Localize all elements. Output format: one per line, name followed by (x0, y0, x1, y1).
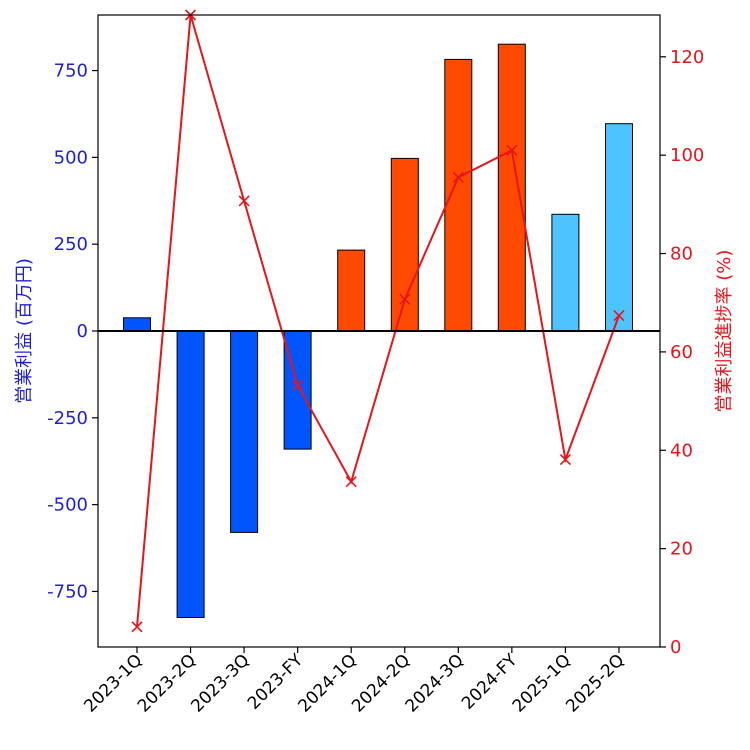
progress-line-layer (131, 9, 625, 633)
left-axis-label: 営業利益 (百万円) (14, 258, 35, 404)
right-tick-label: 60 (670, 342, 693, 363)
progress-marker-2023-1Q (131, 621, 143, 633)
bar-2024-3Q (444, 58, 473, 332)
progress-marker-2025-1Q (559, 454, 571, 466)
right-tick-label: 100 (670, 145, 704, 166)
progress-marker-2023-FY (292, 379, 304, 391)
left-tick-label: 500 (54, 147, 88, 168)
bar-2024-FY (497, 43, 526, 332)
right-axis-label: 営業利益進捗率 (%) (714, 250, 735, 413)
right-tick-label: 20 (670, 539, 693, 560)
left-tick-label: 750 (54, 61, 88, 82)
x-tick-label: 2025-2Q (562, 650, 628, 716)
bar-2024-1Q (337, 249, 366, 332)
bars-layer (123, 43, 633, 618)
x-axis: 2023-1Q2023-2Q2023-3Q2023-FY2024-1Q2024-… (80, 647, 628, 717)
bar-2025-1Q (551, 213, 580, 332)
bar-2024-2Q (390, 157, 419, 332)
left-axis: -750 -500 -250 0 250 500 750 (47, 61, 98, 602)
x-tick-label: 2024-3Q (402, 650, 468, 716)
progress-marker-2023-3Q (238, 195, 250, 207)
bar-2023-1Q (123, 317, 151, 332)
x-tick-label: 2024-2Q (348, 650, 414, 716)
left-tick-label: 250 (54, 234, 88, 255)
right-tick-label: 0 (670, 637, 681, 658)
right-axis: 0 20 40 60 80 100 120 (660, 47, 704, 658)
x-tick-label: 2023-1Q (80, 650, 146, 716)
left-tick-label: 0 (77, 321, 88, 342)
bar-2023-FY (283, 330, 312, 450)
bar-2023-3Q (230, 330, 259, 533)
progress-marker-2024-1Q (345, 476, 357, 488)
progress-marker-2024-FY (506, 144, 518, 156)
left-tick-label: -250 (47, 408, 88, 429)
bar-2023-2Q (176, 330, 205, 618)
progress-marker-2024-3Q (452, 171, 464, 183)
progress-line (136, 14, 620, 627)
x-tick-label: 2024-1Q (295, 650, 361, 716)
left-tick-label: -750 (47, 581, 88, 602)
left-tick-label: -500 (47, 495, 88, 516)
right-tick-label: 40 (670, 440, 693, 461)
bar-2025-2Q (605, 123, 633, 332)
x-tick-label: 2025-1Q (509, 650, 575, 716)
progress-marker-2025-2Q (613, 309, 625, 322)
x-tick-label: 2023-3Q (187, 650, 253, 716)
right-tick-label: 120 (670, 47, 704, 68)
right-tick-label: 80 (670, 244, 693, 265)
progress-marker-2024-2Q (399, 293, 411, 305)
x-tick-label: 2023-2Q (134, 650, 200, 716)
